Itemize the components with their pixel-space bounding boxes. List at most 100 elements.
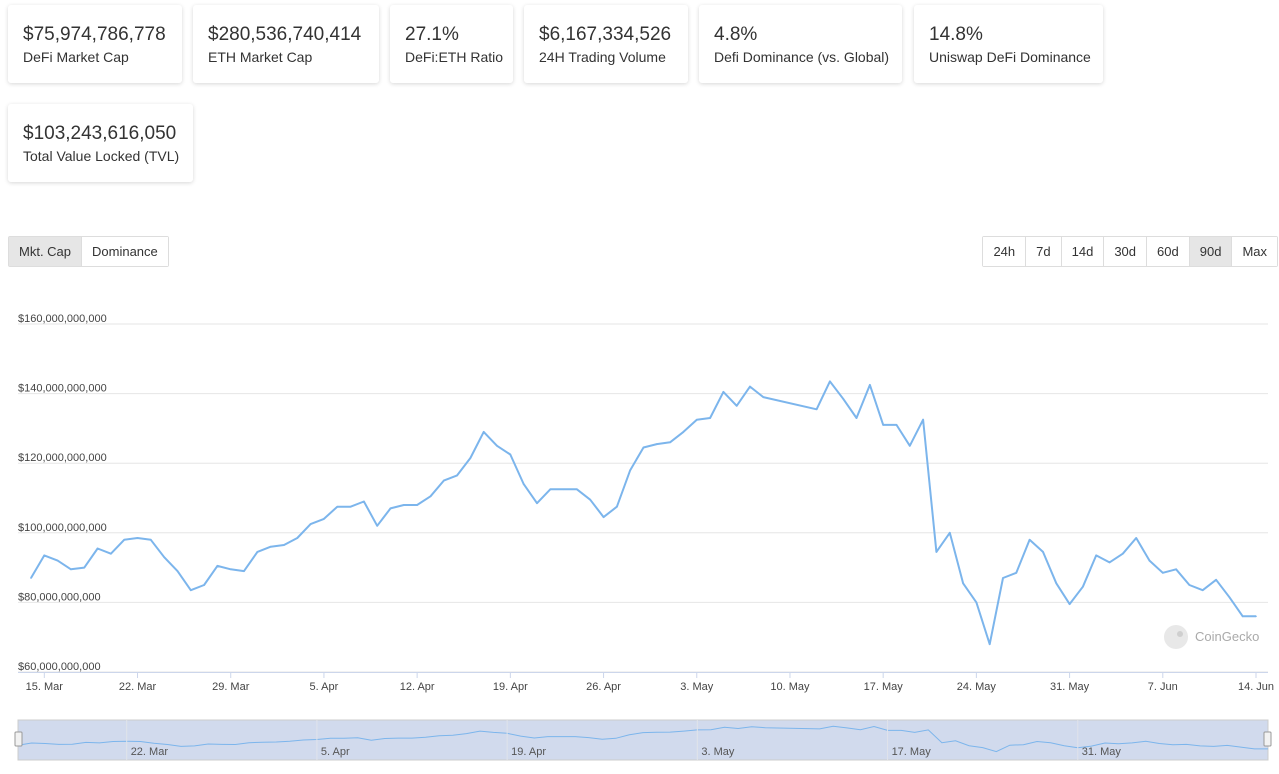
x-tick-label: 7. Jun (1148, 681, 1178, 693)
data-point (416, 504, 418, 506)
data-point (283, 544, 285, 546)
market-cap-chart[interactable]: $60,000,000,000 $80,000,000,000 $100,000,0… (0, 290, 1279, 774)
data-point (469, 457, 472, 459)
data-point (576, 488, 578, 491)
data-point (1175, 568, 1177, 571)
data-point (988, 643, 991, 645)
data-point (349, 505, 352, 508)
coingecko-watermark: CoinGecko (1164, 625, 1259, 649)
navigator-label: 3. May (701, 746, 735, 758)
x-tick-label: 31. May (1050, 681, 1090, 693)
x-tick-label: 3. May (680, 681, 714, 693)
data-point (1108, 561, 1111, 564)
navigator[interactable]: 22. Mar 5. Apr 19. Apr 3. May 17. May 31. May (14, 719, 1272, 761)
x-tick-label: 15. Mar (26, 681, 64, 693)
x-tick-label: 12. Apr (400, 681, 435, 693)
data-point (722, 391, 725, 393)
data-point (1135, 537, 1137, 539)
tab-dominance[interactable]: Dominance (82, 237, 168, 266)
data-point (616, 505, 618, 508)
data-point (656, 443, 658, 445)
y-tick-label: $60,000,000,000 (18, 661, 101, 673)
data-point (855, 417, 858, 419)
series-layer (30, 380, 1257, 646)
data-point (1161, 572, 1164, 574)
y-tick-label: $100,000,000,000 (18, 522, 107, 534)
range-max-button[interactable]: Max (1232, 237, 1277, 266)
data-point (1215, 578, 1217, 581)
stat-value: 4.8% (714, 24, 758, 45)
range-30d-button[interactable]: 30d (1104, 237, 1148, 266)
stat-value: $280,536,740,414 (208, 24, 362, 45)
data-point (962, 582, 964, 585)
stat-value: $103,243,616,050 (23, 123, 177, 144)
chart-type-toggle: Mkt. Cap Dominance (8, 236, 169, 267)
stat-card-defi-market-cap: $75,974,786,778 DeFi Market Cap (8, 5, 182, 83)
stat-card-defi-eth-ratio: 27.1% DeFi:ETH Ratio (390, 5, 513, 83)
x-tick-label: 24. May (957, 681, 997, 693)
data-point (442, 479, 445, 482)
data-point (150, 538, 152, 541)
range-60d-button[interactable]: 60d (1147, 237, 1190, 266)
data-point (1122, 552, 1124, 555)
data-point (456, 474, 458, 477)
data-point (909, 445, 911, 447)
stat-value: 27.1% (405, 24, 459, 45)
y-tick-label: $120,000,000,000 (18, 452, 107, 464)
data-point (815, 408, 818, 411)
x-tick-label: 19. Apr (493, 681, 528, 693)
data-point (429, 495, 432, 498)
navigator-label: 19. Apr (511, 746, 546, 758)
data-point (496, 445, 498, 447)
data-point (1255, 615, 1257, 618)
data-point (829, 380, 831, 383)
data-point (363, 500, 365, 503)
navigator-handle-right[interactable] (1263, 731, 1272, 747)
gecko-eye-icon (1177, 631, 1183, 637)
range-90d-button[interactable]: 90d (1189, 237, 1233, 266)
data-point (842, 398, 845, 400)
navigator-label: 22. Mar (131, 746, 169, 758)
gecko-logo-icon (1164, 625, 1188, 649)
x-tick-label: 5. Apr (310, 681, 339, 693)
data-point (376, 525, 378, 527)
range-14d-button[interactable]: 14d (1061, 237, 1105, 266)
watermark-text: CoinGecko (1195, 629, 1259, 644)
data-point (1002, 577, 1004, 579)
data-point (948, 532, 951, 534)
range-selector: 24h 7d 14d 30d 60d 90d Max (982, 236, 1278, 267)
navigator-handle-left[interactable] (14, 731, 23, 747)
tab-market-cap[interactable]: Mkt. Cap (9, 237, 83, 266)
data-point (1201, 589, 1204, 592)
data-point (562, 488, 565, 491)
data-point (762, 396, 765, 398)
range-7d-button[interactable]: 7d (1026, 237, 1062, 266)
data-point (96, 547, 99, 550)
data-point (869, 384, 871, 386)
data-point (336, 505, 339, 508)
data-point (602, 516, 605, 518)
navigator-label: 31. May (1082, 746, 1122, 758)
data-point (642, 446, 645, 449)
x-tick-label: 14. Jun (1238, 681, 1274, 693)
data-point (682, 431, 685, 433)
range-24h-button[interactable]: 24h (983, 237, 1027, 266)
data-point (536, 502, 538, 505)
stat-card-tvl: $103,243,616,050 Total Value Locked (TVL… (8, 104, 193, 182)
stat-label: Defi Dominance (vs. Global) (714, 49, 890, 65)
stat-label: Uniswap DeFi Dominance (929, 49, 1091, 65)
y-tick-label: $140,000,000,000 (18, 383, 107, 395)
data-point (629, 469, 631, 471)
x-tick-label: 10. May (770, 681, 810, 693)
navigator-mask[interactable] (17, 719, 1269, 761)
navigator-series (17, 725, 1268, 753)
data-point (389, 507, 392, 510)
data-point (589, 498, 592, 501)
data-point (1082, 585, 1084, 588)
data-point (30, 577, 32, 579)
y-tick-label: $160,000,000,000 (18, 313, 107, 325)
data-point (203, 584, 205, 586)
data-point (1028, 538, 1031, 541)
data-point (1095, 554, 1098, 557)
navigator-label: 17. May (892, 746, 932, 758)
